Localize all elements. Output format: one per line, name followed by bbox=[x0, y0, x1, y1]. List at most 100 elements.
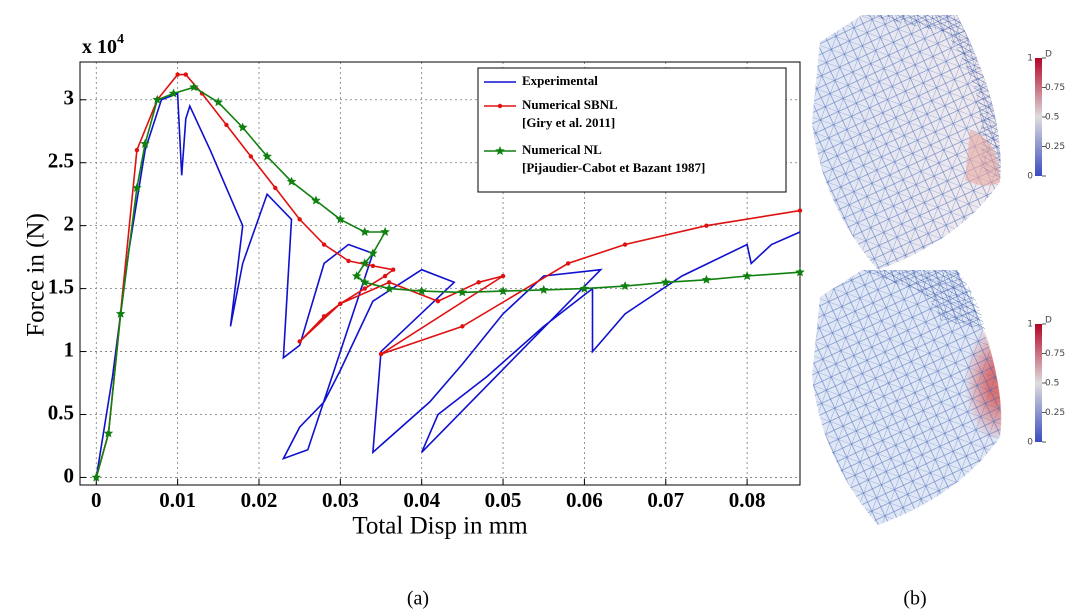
x-tick-label: 0.04 bbox=[403, 488, 440, 512]
point bbox=[321, 314, 327, 319]
legend-box bbox=[477, 67, 787, 193]
point bbox=[661, 277, 671, 287]
point bbox=[103, 428, 114, 438]
point bbox=[338, 301, 343, 306]
point bbox=[140, 138, 150, 148]
point bbox=[115, 308, 126, 318]
x-tick-label: 0.02 bbox=[241, 488, 278, 512]
point bbox=[384, 283, 394, 293]
colorbar-tick-label: 0.5 bbox=[1045, 379, 1059, 389]
colorbar bbox=[1035, 324, 1042, 442]
y-scale-base: x 10 bbox=[82, 36, 117, 58]
legend-reference: [Pijaudier-Cabot et Bazant 1987] bbox=[522, 160, 705, 175]
colorbar-tick-label: 0 bbox=[1027, 438, 1033, 448]
point bbox=[262, 151, 272, 161]
x-tick-label: 0.05 bbox=[485, 488, 522, 512]
caption: (b) bbox=[903, 588, 926, 610]
point bbox=[91, 472, 101, 482]
y-tick-label: 2 bbox=[64, 211, 75, 235]
point bbox=[742, 271, 752, 281]
colorbar-tick-label: 0.25 bbox=[1045, 142, 1065, 152]
point bbox=[579, 283, 590, 293]
point bbox=[168, 88, 179, 98]
point bbox=[360, 258, 370, 268]
point bbox=[391, 267, 396, 272]
point bbox=[175, 72, 180, 77]
point bbox=[224, 122, 229, 128]
mesh-top bbox=[812, 15, 1001, 270]
x-tick-label: 0.07 bbox=[647, 488, 684, 512]
legend-label: Experimental bbox=[522, 73, 598, 88]
legend-reference: [Giry et al. 2011] bbox=[522, 115, 615, 130]
point bbox=[134, 147, 140, 153]
point bbox=[152, 94, 162, 104]
legend-label: Numerical SBNL bbox=[522, 97, 618, 112]
colorbar-title: D bbox=[1045, 316, 1052, 326]
y-axis-label: Force in (N) bbox=[23, 213, 50, 337]
colorbar-tick-label: 0.25 bbox=[1045, 408, 1065, 418]
x-tick-label: 0.01 bbox=[159, 488, 196, 512]
x-tick-label: 0.08 bbox=[729, 488, 766, 512]
legend-label: Numerical NL bbox=[522, 142, 602, 157]
y-tick-label: 1 bbox=[64, 337, 75, 361]
point bbox=[183, 72, 188, 77]
colorbar-title: D bbox=[1045, 50, 1052, 60]
point bbox=[286, 176, 297, 186]
colorbar-tick-label: 1 bbox=[1027, 320, 1033, 330]
caption: (a) bbox=[407, 588, 429, 610]
point bbox=[297, 217, 302, 222]
x-tick-label: 0 bbox=[91, 488, 102, 512]
point bbox=[378, 351, 384, 357]
point bbox=[704, 223, 709, 228]
point bbox=[189, 82, 199, 92]
point bbox=[565, 261, 571, 266]
point bbox=[795, 267, 805, 277]
colorbar bbox=[1035, 58, 1042, 176]
mesh-bottom bbox=[812, 270, 1002, 525]
point bbox=[495, 146, 505, 155]
point bbox=[360, 227, 370, 236]
point bbox=[273, 185, 278, 191]
chart: 0 0.01 0.02 0.03 0.04 0.05 0.06 0.07 0.08 0 0.5 1 1.… bbox=[23, 32, 805, 540]
point bbox=[476, 280, 481, 285]
x-axis-label: Total Disp in mm bbox=[352, 513, 528, 540]
point bbox=[368, 248, 378, 258]
colorbar-tick-label: 0.75 bbox=[1045, 349, 1065, 359]
point bbox=[297, 339, 302, 344]
point bbox=[500, 273, 506, 279]
point bbox=[346, 258, 351, 264]
point bbox=[382, 273, 388, 279]
point bbox=[335, 214, 346, 224]
y-scale-label: x 104 bbox=[82, 32, 124, 57]
point bbox=[360, 277, 370, 287]
point bbox=[213, 97, 224, 107]
x-tick-label: 0.03 bbox=[322, 488, 359, 512]
point bbox=[457, 287, 468, 297]
point bbox=[370, 263, 376, 269]
y-tick-label: 3 bbox=[64, 86, 75, 110]
y-tick-label: 0.5 bbox=[48, 400, 74, 424]
y-scale-exponent: 4 bbox=[117, 32, 124, 47]
point bbox=[622, 242, 628, 247]
point bbox=[701, 274, 712, 284]
colorbar-tick-label: 0.5 bbox=[1045, 113, 1059, 123]
point bbox=[797, 208, 803, 213]
colorbar-tick-label: 1 bbox=[1027, 54, 1033, 64]
point bbox=[416, 286, 427, 296]
colorbars: D 1 0.75 0.5 0.25 0 D 1 0.75 0.5 0.25 0 bbox=[1027, 50, 1065, 448]
point bbox=[497, 103, 503, 109]
point bbox=[132, 182, 142, 192]
point bbox=[460, 324, 465, 329]
y-tick-label: 2.5 bbox=[48, 149, 74, 173]
point bbox=[238, 122, 248, 132]
point bbox=[311, 195, 321, 205]
series-line bbox=[95, 92, 801, 478]
point bbox=[380, 227, 390, 236]
y-tick-label: 1.5 bbox=[48, 274, 74, 298]
colorbar-tick-label: 0.75 bbox=[1045, 83, 1065, 93]
colorbar-tick-label: 0 bbox=[1027, 172, 1033, 182]
point bbox=[386, 280, 392, 285]
point bbox=[321, 242, 327, 247]
legend: Experimental Numerical SBNL [Giry et al. 2… bbox=[477, 67, 787, 193]
